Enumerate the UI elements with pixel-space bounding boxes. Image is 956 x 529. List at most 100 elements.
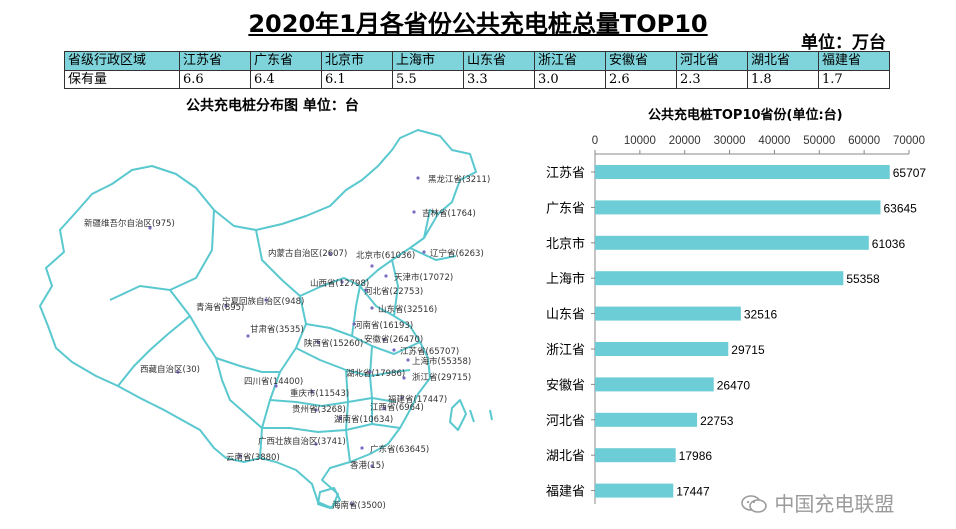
province-border xyxy=(109,209,215,301)
summary-row-header: 省级行政区域 xyxy=(64,51,180,71)
map-province-label: 内蒙古自治区(2607) xyxy=(268,248,347,259)
province-border xyxy=(117,315,191,387)
map-city-dot xyxy=(176,370,180,374)
map-province-label: 辽宁省(6263) xyxy=(430,248,484,259)
data-label: 65707 xyxy=(893,166,927,180)
map-province-label: 上海市(55358) xyxy=(412,356,471,367)
map-city-dot xyxy=(370,464,374,468)
map-city-dot xyxy=(382,338,386,342)
province-border xyxy=(269,397,397,407)
x-tick-label: 10000 xyxy=(624,135,656,147)
summary-value-cell: 6.1 xyxy=(321,69,393,89)
map-province-label: 山西省(12798) xyxy=(310,278,369,289)
category-label: 江苏省 xyxy=(546,165,585,181)
x-tick-label: 60000 xyxy=(848,135,880,147)
map-city-dot xyxy=(402,376,406,380)
chart-x-axis: 0 10000 20000 30000 40000 50000 60000 70000 xyxy=(592,135,925,504)
x-tick-label: 40000 xyxy=(758,135,790,147)
map-province-label: 天津市(17072) xyxy=(394,272,453,283)
watermark-text: 中国充电联盟 xyxy=(774,492,895,516)
map-province-label: 福建省(17447) xyxy=(388,394,447,405)
map-city-dots xyxy=(148,176,426,506)
map-province-label: 四川省(14400) xyxy=(244,376,303,387)
category-label: 山东省 xyxy=(546,308,585,323)
data-label: 61036 xyxy=(872,237,906,251)
summary-province-cell: 北京市 xyxy=(321,51,393,71)
summary-province-cell: 湖北省 xyxy=(747,51,819,71)
summary-value-cell: 3.0 xyxy=(534,69,606,89)
province-border xyxy=(215,357,280,373)
data-label: 17986 xyxy=(679,449,713,463)
summary-province-cell: 福建省 xyxy=(818,51,890,71)
map-province-label: 宁夏回族自治区(948) xyxy=(222,296,304,307)
province-border xyxy=(262,423,401,433)
data-label: 55358 xyxy=(846,272,880,286)
summary-row-header: 保有量 xyxy=(64,69,180,89)
bar xyxy=(595,200,881,215)
summary-value-cell: 6.6 xyxy=(179,69,251,89)
bar-chart: 0 10000 20000 30000 40000 50000 60000 70000 江苏省… xyxy=(546,135,926,504)
map-province-label: 西藏自治区(30) xyxy=(140,364,200,375)
map-city-dot xyxy=(416,176,420,180)
bar xyxy=(595,342,729,356)
summary-value-cell: 2.3 xyxy=(676,69,748,89)
map-province-label: 吉林省(1764) xyxy=(422,208,476,219)
map-city-dot xyxy=(338,416,342,420)
taiwan-island xyxy=(449,399,467,431)
country-border xyxy=(39,129,477,509)
category-label: 浙江省 xyxy=(546,343,585,358)
map-province-label: 贵州省(3268) xyxy=(292,404,346,415)
map-city-dot xyxy=(264,298,268,302)
bar xyxy=(595,448,676,463)
map-city-dot xyxy=(384,274,388,278)
province-border xyxy=(423,209,439,239)
map-province-label: 广东省(63645) xyxy=(370,444,429,455)
map-city-dot xyxy=(422,250,426,254)
map-province-label: 新疆维吾尔自治区(975) xyxy=(84,218,175,229)
x-tick-label: 30000 xyxy=(714,135,746,147)
province-border xyxy=(345,369,351,463)
page-title: 2020年1月各省份公共充电桩总量TOP10 xyxy=(248,10,708,38)
bar xyxy=(595,412,698,427)
map-city-dot xyxy=(310,390,314,394)
x-tick-label: 70000 xyxy=(893,135,925,147)
province-border xyxy=(351,285,361,337)
map-province-label: 广西壮族自治区(3741) xyxy=(258,436,346,447)
chart-bars: 江苏省 65707 广东省 63645 北京市 61036 上海市 55358 山东省 32516… xyxy=(546,165,926,500)
category-label: 上海市 xyxy=(546,271,585,287)
category-label: 河北省 xyxy=(546,414,585,429)
category-label: 安徽省 xyxy=(546,378,585,393)
summary-province-cell: 江苏省 xyxy=(179,51,251,71)
province-border xyxy=(215,357,263,429)
map-province-label: 河南省(16193) xyxy=(354,320,413,331)
province-border xyxy=(391,259,399,317)
map-city-dot xyxy=(246,334,250,338)
map-city-dot xyxy=(370,264,374,268)
map-city-dot xyxy=(224,304,228,308)
data-label: 63645 xyxy=(883,201,917,215)
map-province-label: 安徽省(26470) xyxy=(364,334,423,345)
summary-value-cell: 1.7 xyxy=(818,69,890,89)
province-border xyxy=(305,323,421,355)
data-label: 26470 xyxy=(717,378,751,392)
bar xyxy=(595,483,674,498)
province-border xyxy=(255,229,301,297)
hainan-island xyxy=(317,487,341,509)
map-city-dot xyxy=(392,348,396,352)
bar xyxy=(595,271,844,286)
map-city-dot xyxy=(314,442,318,446)
map-city-dot xyxy=(350,502,354,506)
summary-header-row: 省级行政区域 江苏省 广东省 北京市 上海市 山东省 浙江省 安徽省 河北省 湖… xyxy=(64,51,890,71)
bar xyxy=(595,377,714,392)
category-label: 福建省 xyxy=(546,485,585,500)
province-border xyxy=(369,345,373,424)
summary-table: 省级行政区域 江苏省 广东省 北京市 上海市 山东省 浙江省 安徽省 河北省 湖… xyxy=(64,51,890,89)
map-city-dot xyxy=(328,252,332,256)
map-city-dot xyxy=(316,340,320,344)
china-map: 黑龙江省(3211) 吉林省(1764) 辽宁省(6263) 北京市(61036) 天津… xyxy=(39,129,493,511)
category-label: 湖北省 xyxy=(546,449,585,464)
map-city-dot xyxy=(274,384,278,388)
wechat-logo-icon xyxy=(741,495,767,513)
map-city-dot xyxy=(364,288,368,292)
map-province-label: 香港(15) xyxy=(350,460,384,471)
